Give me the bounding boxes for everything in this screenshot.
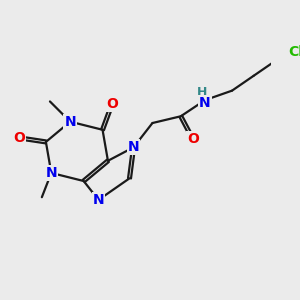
Text: N: N: [199, 96, 211, 110]
Text: N: N: [93, 193, 104, 207]
Text: N: N: [64, 115, 76, 129]
Text: O: O: [187, 132, 199, 146]
Text: Cl: Cl: [288, 44, 300, 58]
Text: N: N: [128, 140, 140, 154]
Text: O: O: [106, 97, 118, 111]
Text: O: O: [13, 131, 25, 145]
Text: H: H: [196, 85, 207, 98]
Text: N: N: [46, 166, 57, 180]
